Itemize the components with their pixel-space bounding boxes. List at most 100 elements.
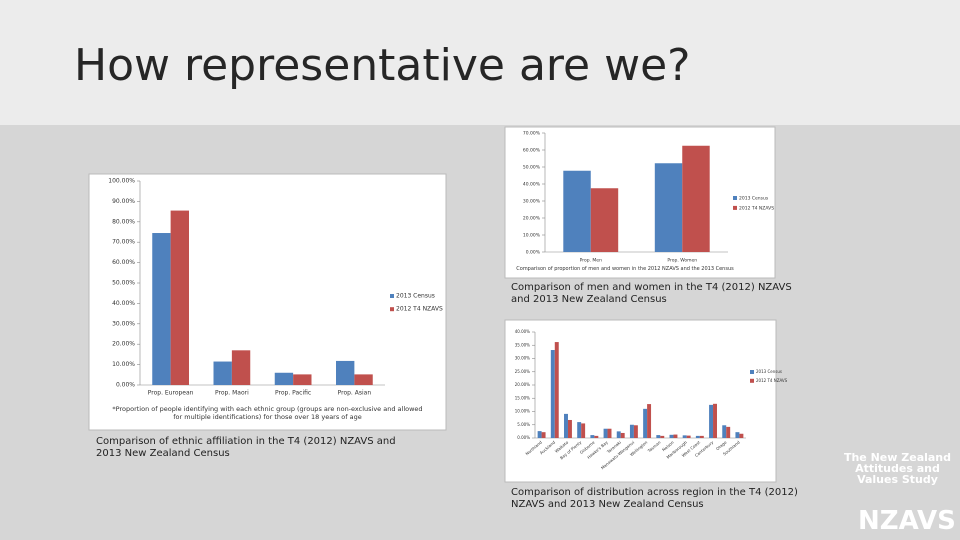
y-tick-label: 60.00% [523,148,541,154]
caption: Comparison of distribution across region… [511,487,798,510]
bar [713,403,717,438]
y-tick-label: 10.00% [523,233,541,239]
y-tick-label: 5.00% [517,422,530,427]
bar [722,425,727,438]
bar [682,145,710,252]
legend-swatch [750,370,754,374]
x-tick-label: Prop. Men [580,258,603,264]
chart-frame [504,126,776,279]
footnote: Comparison of proportion of men and wome… [516,266,734,272]
y-tick-label: 25.00% [515,369,530,374]
bar [643,408,648,438]
x-tick-label: Prop. Women [667,258,697,264]
legend-swatch [390,307,394,312]
legend-label: 2013 Census [756,369,782,374]
y-tick-label: 50.00% [523,165,541,171]
x-tick-label: Prop. Maori [215,390,249,397]
bar [590,188,619,252]
bar [709,404,714,438]
y-tick-label: 90.00% [112,198,135,205]
y-tick-label: 40.00% [112,300,135,307]
bar [541,432,546,438]
legend-label: 2013 Census [739,196,769,202]
x-tick-label: Prop. Asian [338,390,372,397]
bar [629,424,634,438]
bar [550,350,555,438]
bar [699,435,704,438]
bar [213,361,232,385]
y-tick-label: 40.00% [515,329,530,334]
bar [669,434,674,438]
y-tick-label: 20.00% [515,382,530,387]
y-tick-label: 30.00% [515,356,530,361]
footnote: *Proportion of people identifying with e… [112,405,423,422]
bar [554,342,559,438]
bar [564,413,568,438]
bar [293,374,312,385]
y-tick-label: 70.00% [112,239,135,246]
legend-swatch [733,196,737,200]
bar [231,350,251,385]
bar [695,435,700,438]
bar [170,210,189,385]
bar [660,435,665,438]
caption: Comparison of ethnic affiliation in the … [96,436,396,459]
y-tick-label: 20.00% [112,341,135,348]
bar [563,170,591,252]
footnote-box: Comparison of proportion of men and wome… [516,266,734,272]
y-tick-label: 0.00% [116,382,135,389]
legend-label: 2012 T4 NZAVS [739,205,774,211]
bar [577,422,582,438]
caption: Comparison of men and women in the T4 (2… [511,282,792,305]
y-tick-label: 60.00% [112,259,135,266]
y-tick-label: 80.00% [112,218,135,225]
legend-label: 2012 T4 NZAVS [756,378,788,383]
bar [656,435,661,438]
header [0,0,960,125]
legend-swatch [733,205,737,210]
bar [152,233,171,385]
x-tick-label: Prop. Pacific [275,390,311,397]
y-tick-label: 35.00% [515,342,530,347]
bar [620,432,625,438]
y-tick-label: 0.00% [526,250,541,256]
bar [581,423,586,438]
y-tick-label: 20.00% [523,216,541,222]
y-tick-label: 10.00% [112,361,135,368]
bar [682,435,687,438]
y-tick-label: 50.00% [112,280,135,287]
x-tick-label: Otago [715,439,728,451]
y-tick-label: 30.00% [112,320,135,327]
bar [590,435,595,438]
bar [537,431,542,438]
bar [735,432,740,438]
bar [603,428,608,438]
bar [336,360,355,385]
bar [654,163,683,252]
bar [739,433,744,438]
logo: NZAVS [858,506,956,536]
y-tick-label: 0.00% [517,435,530,440]
logo-text: The New Zealand Attitudes and Values Stu… [843,451,952,486]
bar [594,435,599,438]
bar [686,435,691,438]
chart-frame [504,319,777,483]
bar [607,428,612,438]
legend-swatch [750,378,754,383]
bar [616,431,621,438]
bar [726,426,731,438]
footnote-box: *Proportion of people identifying with e… [112,405,423,422]
bar [567,419,572,438]
bar [274,372,294,385]
legend-label: 2012 T4 NZAVS [396,306,443,313]
slide-title: How representative are we? [74,40,691,91]
bar [633,425,638,438]
x-tick-label: Prop. European [148,390,194,397]
y-tick-label: 30.00% [523,199,541,205]
legend-label: 2013 Census [396,293,435,300]
chart-frame [88,173,447,431]
legend-swatch [390,294,394,298]
y-tick-label: 100.00% [108,178,135,185]
